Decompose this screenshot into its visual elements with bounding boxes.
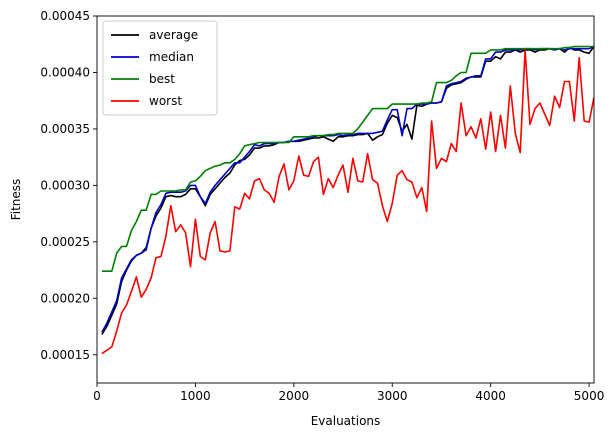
x-axis: 0 1000 2000 3000 4000 5000	[93, 383, 604, 403]
plot-frame	[96, 15, 595, 384]
legend-label-median: median	[149, 50, 194, 64]
y-tick-label: 0.00040	[40, 65, 90, 79]
series-line-average	[101, 46, 594, 335]
x-tick-label: 0	[93, 389, 101, 403]
x-axis-label: Evaluations	[311, 414, 381, 428]
legend-label-average: average	[149, 28, 198, 42]
y-tick-label: 0.00020	[40, 291, 90, 305]
x-tick-label: 3000	[377, 389, 408, 403]
legend: average median best worst	[102, 20, 218, 116]
series-line-best	[101, 45, 594, 273]
y-tick-label: 0.00025	[40, 235, 90, 249]
x-tick-label: 2000	[279, 389, 310, 403]
x-tick-label: 4000	[475, 389, 506, 403]
y-tick-label: 0.00035	[40, 122, 90, 136]
y-tick-label: 0.00015	[40, 348, 90, 362]
legend-label-best: best	[149, 72, 175, 86]
x-tick-label: 1000	[180, 389, 211, 403]
series-line-worst	[101, 49, 594, 355]
y-tick-label: 0.00045	[40, 9, 90, 23]
series-line-median	[101, 45, 594, 333]
y-tick-label: 0.00030	[40, 178, 90, 192]
y-axis-label: Fitness	[9, 179, 23, 221]
x-tick-label: 5000	[574, 389, 605, 403]
legend-label-worst: worst	[149, 94, 182, 108]
series-lines	[101, 45, 594, 355]
legend-box	[102, 20, 218, 116]
y-axis: 0.00015 0.00020 0.00025 0.00030 0.00035 0.000…	[40, 9, 97, 362]
